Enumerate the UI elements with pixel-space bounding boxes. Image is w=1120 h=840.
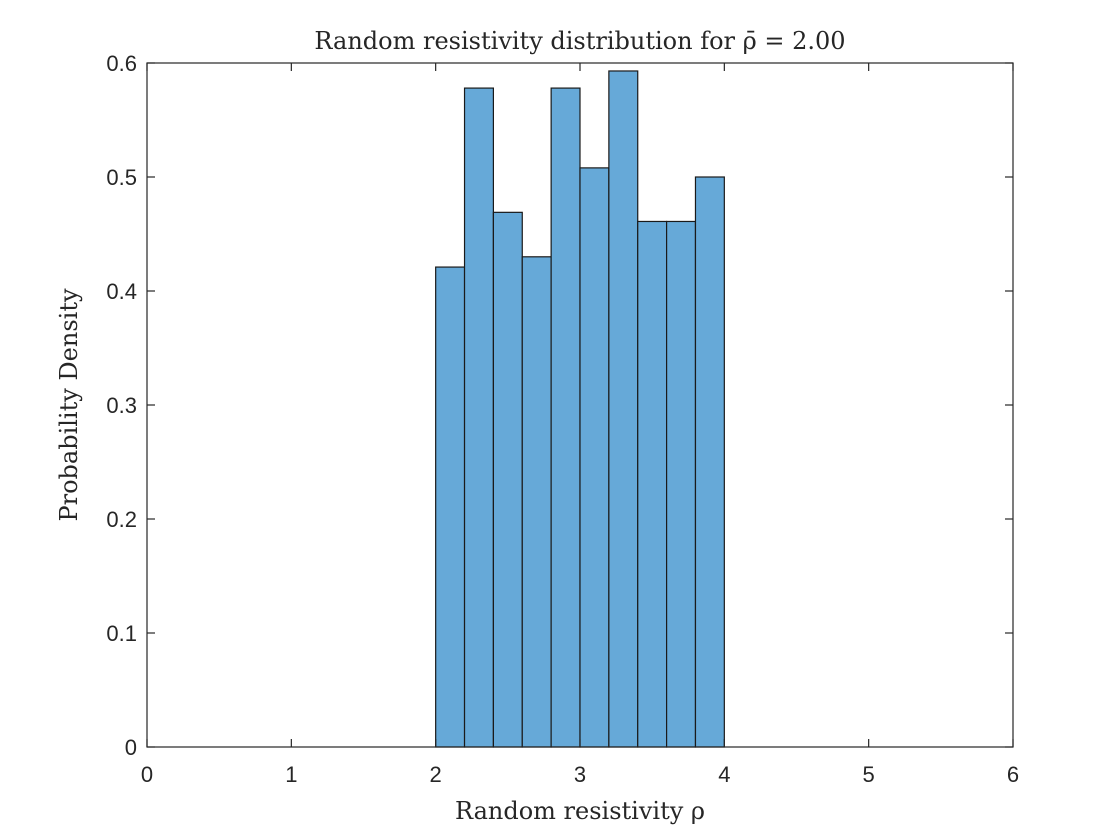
histogram-bar (579, 167, 610, 748)
y-tick-label: 0.2 (106, 507, 137, 532)
histogram-bar (694, 176, 725, 748)
x-axis-label: Random resistivity ρ (455, 797, 705, 825)
x-tick-label: 4 (718, 762, 730, 787)
y-tick-label: 0 (125, 735, 137, 760)
y-axis-label: Probability Density (55, 288, 83, 522)
x-tick-label: 6 (1007, 762, 1019, 787)
plot-frame (146, 62, 1014, 748)
x-tick-label: 3 (574, 762, 586, 787)
x-tick-label: 1 (285, 762, 297, 787)
y-tick-label: 0.5 (106, 165, 137, 190)
bars-layer (435, 70, 725, 748)
histogram-bar (550, 87, 581, 748)
histogram-bar (435, 266, 466, 748)
histogram-bar (637, 220, 668, 748)
x-tick-label: 5 (863, 762, 875, 787)
histogram-bar (665, 220, 697, 748)
chart-title: Random resistivity distribution for ρ̄ =… (314, 27, 845, 55)
histogram-bar (463, 87, 494, 748)
histogram-bar (521, 256, 552, 748)
x-tick-label: 2 (430, 762, 442, 787)
histogram-bar (608, 70, 639, 748)
histogram-bar (492, 211, 523, 748)
y-tick-label: 0.3 (106, 393, 137, 418)
x-tick-label: 0 (141, 762, 153, 787)
y-tick-label: 0.6 (106, 51, 137, 76)
y-tick-label: 0.1 (106, 621, 137, 646)
y-tick-label: 0.4 (106, 279, 137, 304)
